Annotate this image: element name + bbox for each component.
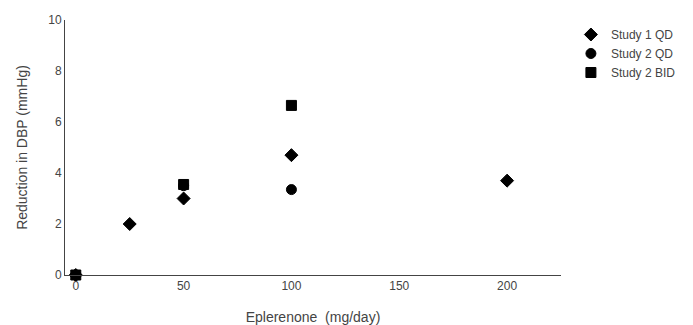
- svg-text:Eplerenone (mg/day): Eplerenone (mg/day): [246, 309, 381, 325]
- svg-text:0: 0: [55, 268, 62, 282]
- svg-text:Reduction in DBP (mmHg): Reduction in DBP (mmHg): [14, 65, 30, 230]
- svg-text:50: 50: [177, 279, 191, 293]
- svg-text:200: 200: [497, 279, 517, 293]
- svg-text:100: 100: [281, 279, 301, 293]
- svg-text:2: 2: [55, 217, 62, 231]
- svg-text:4: 4: [55, 166, 62, 180]
- svg-text:0: 0: [72, 279, 79, 293]
- svg-text:10: 10: [48, 13, 62, 27]
- svg-text:Study 1 QD: Study 1 QD: [611, 28, 673, 42]
- svg-text:150: 150: [389, 279, 409, 293]
- svg-text:Study 2 BID: Study 2 BID: [611, 66, 675, 80]
- svg-text:Study 2 QD: Study 2 QD: [611, 47, 673, 61]
- svg-text:6: 6: [55, 115, 62, 129]
- svg-text:8: 8: [55, 64, 62, 78]
